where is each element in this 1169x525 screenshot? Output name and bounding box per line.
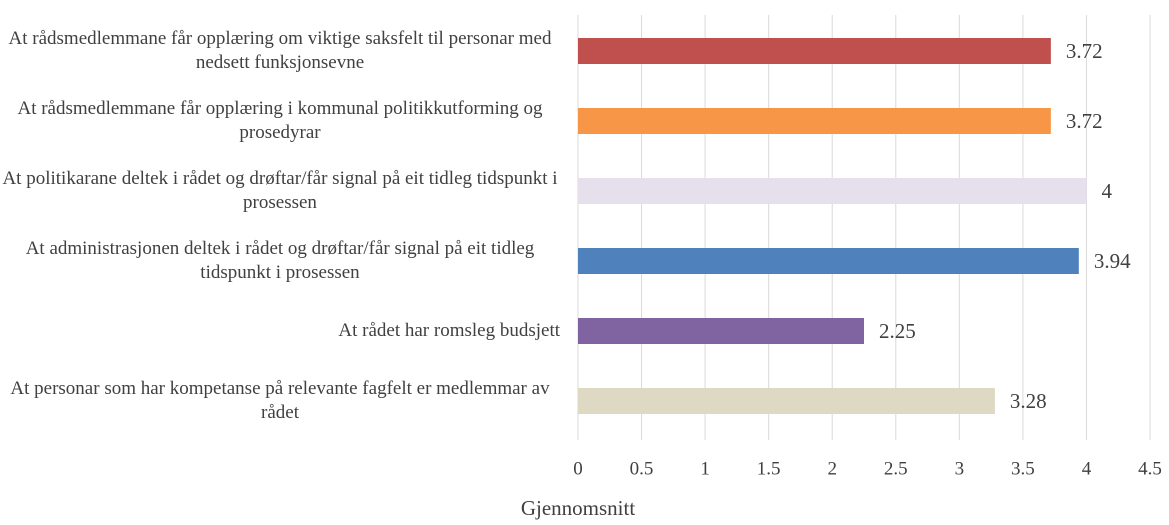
category-label: At personar som har kompetanse på releva…: [0, 377, 560, 425]
value-label: 3.72: [1066, 39, 1103, 63]
value-label: 3.94: [1094, 249, 1131, 273]
category-text: At personar som har kompetanse på releva…: [10, 378, 550, 423]
category-text: At politikarane deltek i rådet og drøfta…: [2, 168, 558, 213]
x-tick-label: 4: [1082, 458, 1092, 479]
category-label: At politikarane deltek i rådet og drøfta…: [0, 167, 560, 215]
value-label: 4: [1101, 179, 1112, 203]
x-tick-label: 0.5: [630, 458, 654, 479]
category-text: At administrasjonen deltek i rådet og dr…: [25, 238, 535, 283]
value-label: 2.25: [879, 319, 916, 343]
category-text: At rådsmedlemmane får opplæring i kommun…: [17, 98, 543, 143]
category-label: At rådsmedlemmane får opplæring om vikti…: [0, 27, 560, 75]
bar: [578, 38, 1051, 64]
category-label: At rådsmedlemmane får opplæring i kommun…: [0, 97, 560, 145]
x-tick-label: 2.5: [884, 458, 908, 479]
bar: [578, 178, 1087, 204]
bar: [578, 388, 995, 414]
category-text: At rådet har romsleg budsjett: [338, 320, 560, 341]
x-tick-label: 0: [573, 458, 583, 479]
value-label: 3.72: [1066, 109, 1103, 133]
bar: [578, 318, 864, 344]
category-text: At rådsmedlemmane får opplæring om vikti…: [8, 28, 552, 73]
x-tick-label: 3.5: [1011, 458, 1035, 479]
x-tick-label: 1: [700, 458, 710, 479]
x-tick-label: 3: [955, 458, 965, 479]
x-tick-label: 1.5: [757, 458, 781, 479]
category-label: At rådet har romsleg budsjett: [0, 319, 560, 343]
bar: [578, 248, 1079, 274]
bar: [578, 108, 1051, 134]
x-tick-label: 4.5: [1138, 458, 1162, 479]
x-axis-title: Gjennomsnitt: [521, 496, 635, 520]
value-label: 3.28: [1010, 389, 1047, 413]
category-label: At administrasjonen deltek i rådet og dr…: [0, 237, 560, 285]
x-tick-label: 2: [827, 458, 837, 479]
